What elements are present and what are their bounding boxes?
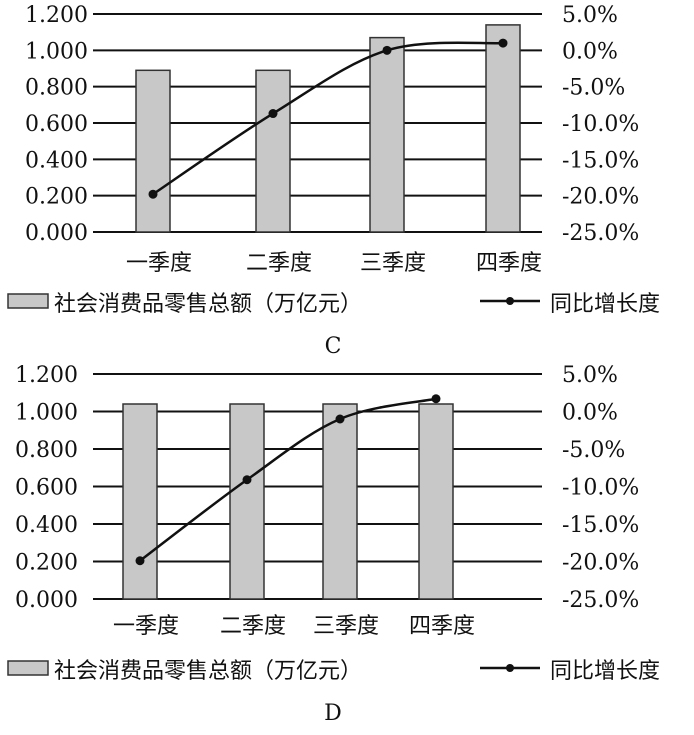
left-tick-label: 0.400 (15, 513, 78, 538)
legend-bar-swatch (7, 660, 49, 676)
left-tick-label: 1.200 (15, 363, 78, 388)
bar (122, 403, 158, 600)
right-tick-label: -25.0% (562, 221, 639, 246)
left-tick-label: 0.400 (25, 148, 88, 173)
left-tick-label: 0.800 (25, 76, 88, 101)
right-tick-label: -20.0% (562, 551, 639, 576)
right-tick-label: 5.0% (562, 363, 618, 388)
right-tick-label: -10.0% (562, 476, 639, 501)
line-point (335, 414, 345, 424)
line-point (498, 38, 508, 48)
line-point (242, 475, 252, 485)
legend-line-marker (506, 297, 514, 305)
panel-label: C (325, 334, 342, 359)
category-label: 三季度 (313, 614, 379, 639)
left-tick-label: 1.200 (25, 3, 88, 28)
legend-line-marker (506, 664, 514, 672)
legend-label-line: 同比增长度 (550, 659, 660, 684)
bar (369, 36, 405, 233)
line-point (431, 394, 441, 404)
category-label: 四季度 (409, 614, 475, 639)
legend-label-bar: 社会消费品零售总额（万亿元） (54, 292, 362, 317)
left-tick-label: 1.000 (25, 39, 88, 64)
legend-label-bar: 社会消费品零售总额（万亿元） (54, 659, 362, 684)
right-tick-label: -5.0% (562, 76, 625, 101)
line-point (148, 189, 158, 199)
line-point (135, 556, 145, 566)
growth-line (139, 397, 437, 562)
category-label: 一季度 (113, 614, 179, 639)
left-tick-label: 0.800 (15, 438, 78, 463)
right-tick-label: -25.0% (562, 588, 639, 613)
right-tick-label: -15.0% (562, 148, 639, 173)
legend-label-line: 同比增长度 (550, 292, 660, 317)
left-tick-label: 0.000 (15, 588, 78, 613)
bar (418, 403, 454, 600)
bar (229, 403, 265, 600)
line-point (382, 45, 392, 55)
bar (485, 24, 521, 233)
bar (255, 69, 291, 233)
right-tick-label: -10.0% (562, 112, 639, 137)
right-tick-label: -15.0% (562, 513, 639, 538)
category-label: 二季度 (220, 614, 286, 639)
left-tick-label: 0.600 (15, 476, 78, 501)
left-tick-label: 0.200 (15, 551, 78, 576)
right-tick-label: -5.0% (562, 438, 625, 463)
left-tick-label: 0.200 (25, 185, 88, 210)
left-tick-label: 1.000 (15, 401, 78, 426)
category-label: 四季度 (476, 251, 542, 276)
left-tick-label: 0.000 (25, 221, 88, 246)
chart-panel-D (7, 373, 542, 676)
chart-panel-C (7, 13, 542, 309)
right-tick-label: 0.0% (562, 39, 618, 64)
line-point (268, 109, 278, 119)
bar (322, 403, 358, 600)
legend-bar-swatch (7, 293, 49, 309)
panel-label: D (324, 701, 342, 726)
category-label: 二季度 (246, 251, 312, 276)
right-tick-label: -20.0% (562, 185, 639, 210)
category-label: 三季度 (360, 251, 426, 276)
left-tick-label: 0.600 (25, 112, 88, 137)
right-tick-label: 5.0% (562, 3, 618, 28)
category-label: 一季度 (126, 251, 192, 276)
growth-line (152, 41, 504, 196)
bar (135, 69, 171, 233)
right-tick-label: 0.0% (562, 401, 618, 426)
